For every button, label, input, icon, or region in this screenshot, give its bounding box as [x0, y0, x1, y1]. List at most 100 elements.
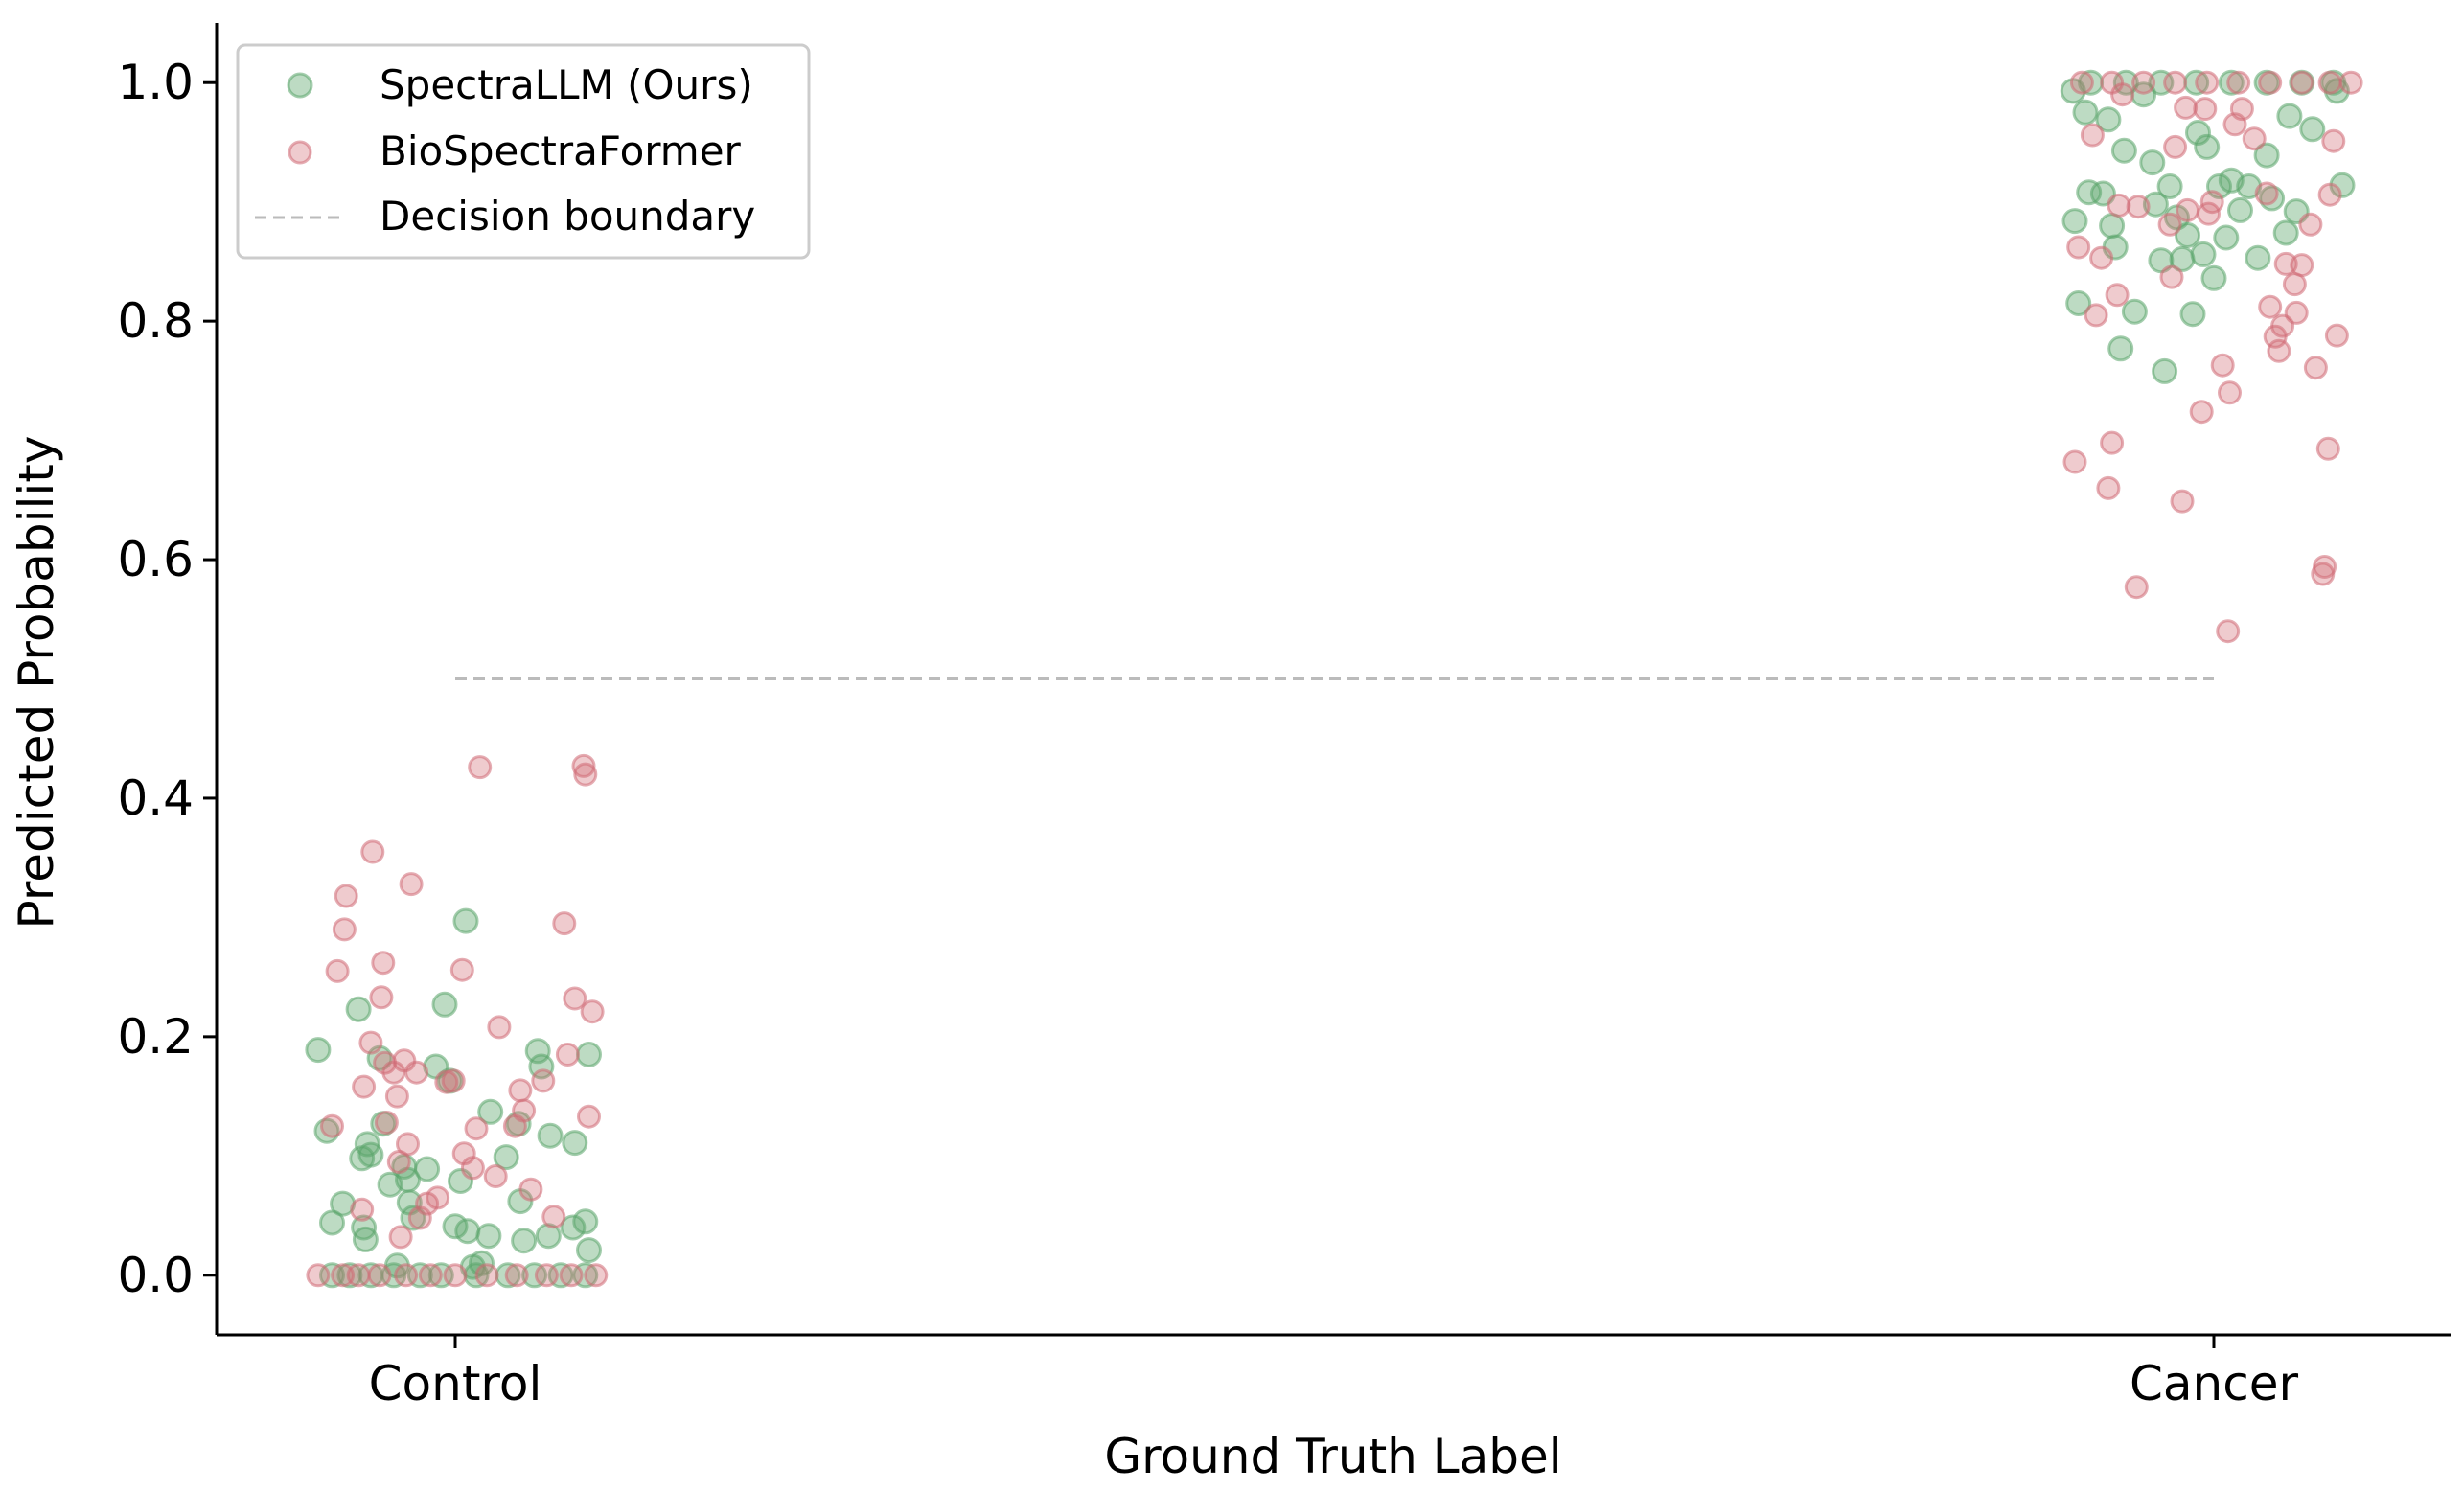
- data-point: [555, 1043, 580, 1067]
- data-point: [2099, 213, 2126, 240]
- data-point: [414, 1156, 441, 1182]
- data-point: [2084, 303, 2108, 328]
- data-point: [2163, 134, 2188, 159]
- data-point: [396, 1132, 420, 1157]
- data-point: [2139, 149, 2166, 176]
- data-point: [352, 1074, 377, 1099]
- data-point: [508, 1078, 533, 1103]
- data-point: [2176, 197, 2199, 222]
- data-point: [2290, 70, 2314, 95]
- data-point: [2175, 222, 2200, 248]
- data-point: [560, 1214, 587, 1241]
- data-point: [487, 1015, 512, 1040]
- data-point: [2100, 430, 2125, 455]
- data-point: [443, 1263, 468, 1288]
- data-point: [332, 917, 357, 942]
- data-point: [2131, 70, 2156, 95]
- data-point: [305, 1037, 332, 1064]
- data-point: [360, 839, 385, 864]
- data-point: [367, 1263, 392, 1288]
- data-point: [2124, 575, 2149, 600]
- data-point: [2157, 212, 2182, 237]
- data-point: [576, 1042, 602, 1067]
- data-point: [454, 1218, 481, 1245]
- data-point: [2080, 123, 2105, 148]
- data-point: [388, 1225, 413, 1250]
- data-point: [2245, 244, 2271, 271]
- data-point: [464, 1116, 489, 1141]
- y-tick-label: 0.4: [117, 770, 194, 826]
- data-point: [531, 1068, 556, 1093]
- data-point: [2089, 245, 2114, 270]
- data-point: [346, 1263, 371, 1288]
- data-point: [2299, 116, 2326, 143]
- data-point: [2226, 70, 2251, 95]
- data-point: [504, 1263, 529, 1288]
- data-point: [2170, 489, 2195, 514]
- legend: SpectraLLM (Ours) BioSpectraFormer Decis…: [236, 43, 811, 260]
- data-point: [320, 1113, 344, 1138]
- data-point: [521, 1262, 548, 1289]
- y-tick-label: 0.6: [117, 532, 194, 587]
- y-tick-label: 1.0: [117, 55, 194, 110]
- data-point: [2298, 212, 2323, 237]
- x-tick-label: Control: [369, 1356, 542, 1412]
- data-point: [334, 884, 358, 908]
- data-point: [2105, 283, 2130, 308]
- data-point: [441, 1068, 466, 1093]
- data-point: [571, 753, 596, 778]
- data-point: [475, 1223, 502, 1250]
- data-point: [573, 762, 598, 787]
- data-point: [2321, 128, 2346, 153]
- data-point: [477, 1098, 504, 1125]
- legend-frame: [236, 43, 811, 260]
- data-point: [2213, 224, 2240, 251]
- data-point: [431, 991, 458, 1018]
- data-point: [2193, 97, 2218, 122]
- data-point: [518, 1177, 543, 1202]
- data-point: [2253, 142, 2280, 169]
- data-point: [577, 1104, 601, 1129]
- data-point: [562, 1130, 588, 1157]
- y-tick-label: 0.2: [117, 1009, 194, 1065]
- data-point: [2315, 436, 2340, 461]
- data-point: [2142, 191, 2169, 218]
- data-point: [404, 1060, 429, 1085]
- data-point: [2338, 70, 2363, 95]
- data-point: [2272, 219, 2299, 246]
- data-point: [2179, 301, 2206, 328]
- data-point: [2107, 193, 2131, 218]
- data-point: [524, 1038, 551, 1065]
- data-point: [493, 1144, 519, 1171]
- data-point: [474, 1263, 499, 1288]
- data-point: [399, 872, 424, 897]
- data-point: [2107, 335, 2134, 362]
- data-point: [584, 1263, 609, 1288]
- data-point: [468, 755, 493, 780]
- data-point: [2061, 208, 2088, 235]
- series-biospectraformer: [306, 70, 2363, 1288]
- data-point: [2317, 182, 2342, 207]
- data-point: [2276, 103, 2303, 129]
- data-point: [511, 1228, 538, 1254]
- legend-marker-biospectraformer: [288, 140, 312, 165]
- data-point: [576, 1237, 602, 1264]
- data-point: [2185, 120, 2211, 146]
- data-point: [2216, 619, 2241, 644]
- data-point: [426, 1185, 450, 1210]
- data-point: [2174, 95, 2199, 120]
- data-point: [559, 1263, 584, 1288]
- data-point: [537, 1122, 564, 1149]
- x-axis-title: Ground Truth Label: [1104, 1429, 1561, 1484]
- legend-label-decision-boundary: Decision boundary: [380, 193, 755, 240]
- data-point: [460, 1156, 485, 1181]
- data-point: [2218, 69, 2245, 96]
- data-point: [2242, 126, 2267, 151]
- data-point: [2069, 70, 2094, 95]
- data-point: [2195, 70, 2220, 95]
- data-point: [2121, 298, 2148, 325]
- data-point: [2258, 294, 2283, 319]
- y-tick-label: 0.0: [117, 1248, 194, 1303]
- data-point: [2227, 196, 2253, 223]
